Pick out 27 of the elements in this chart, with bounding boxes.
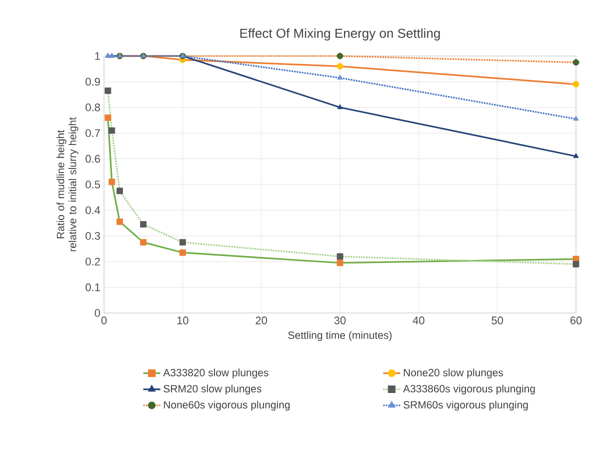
legend-label: SRM20 slow plunges xyxy=(164,384,262,394)
chart-title: Effect Of Mixing Energy on Settling xyxy=(240,28,440,40)
legend-label: A333860s vigorous plunging xyxy=(403,384,535,394)
y-tick-label: 1 xyxy=(95,52,100,60)
x-axis-title: Settling time (minutes) xyxy=(288,331,392,341)
y-tick-label: 0.2 xyxy=(86,258,100,266)
legend-label: None20 slow plunges xyxy=(404,368,504,378)
x-tick-label: 60 xyxy=(570,316,582,324)
legend-label: SRM60s vigorous plunging xyxy=(404,400,528,411)
y-tick-label: 0.9 xyxy=(86,78,100,86)
y-axis-title: Ratio of mudline height relative to initial slurry height xyxy=(56,117,78,252)
y-tick-label: 0.3 xyxy=(86,232,100,240)
x-tick-label: 20 xyxy=(256,316,268,324)
y-tick-label: 0.6 xyxy=(86,154,100,163)
x-tick-label: 50 xyxy=(492,316,504,324)
y-tick-label: 0 xyxy=(94,309,100,317)
x-tick-label: 40 xyxy=(412,316,424,324)
y-tick-label: 0.5 xyxy=(86,180,100,188)
y-tick-label: 0.1 xyxy=(86,283,100,292)
legend-label: A333820 slow plunges xyxy=(163,368,268,378)
y-tick-label: 0.7 xyxy=(86,129,100,137)
x-tick-label: 30 xyxy=(334,316,346,324)
y-tick-label: 0.8 xyxy=(86,104,100,112)
x-tick-label: 0 xyxy=(101,316,107,324)
x-tick-label: 10 xyxy=(177,316,188,324)
legend-label: None60s vigorous plunging xyxy=(164,400,290,411)
y-tick-label: 0.4 xyxy=(86,206,100,214)
